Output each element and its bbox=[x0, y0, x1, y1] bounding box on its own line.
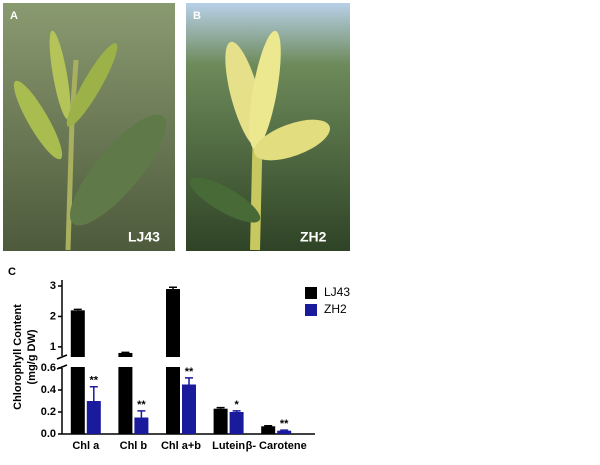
annotation: ** bbox=[185, 366, 194, 378]
y-axis-label: Chlorophyll Content bbox=[12, 304, 24, 410]
bar bbox=[261, 426, 276, 434]
error-bar bbox=[89, 385, 98, 401]
y-tick-label: 1 bbox=[50, 341, 56, 353]
bar bbox=[70, 310, 85, 434]
annotation: ** bbox=[137, 399, 146, 411]
error-bar bbox=[185, 377, 193, 385]
panel-label: A bbox=[10, 10, 18, 22]
x-tick-label: Chl a bbox=[72, 440, 100, 452]
x-tick-label: Chl b bbox=[120, 440, 148, 452]
panel-label: C bbox=[8, 266, 16, 278]
error-bar bbox=[169, 286, 177, 290]
break-mark bbox=[56, 364, 68, 370]
bar bbox=[118, 352, 133, 434]
error-bar bbox=[137, 410, 146, 418]
x-tick-label: Chl a+b bbox=[161, 440, 201, 452]
photo-b bbox=[186, 3, 350, 251]
error-bar bbox=[280, 429, 289, 431]
bar bbox=[213, 408, 228, 434]
bar bbox=[134, 417, 149, 434]
photo-a bbox=[3, 3, 175, 251]
y-tick-label: 2 bbox=[50, 310, 56, 322]
bar bbox=[229, 412, 244, 434]
break-mark bbox=[56, 354, 68, 360]
axis-break bbox=[56, 357, 314, 367]
y-tick-label: 0.4 bbox=[41, 384, 57, 396]
photo-caption: LJ43 bbox=[128, 229, 160, 245]
annotation: ** bbox=[90, 375, 99, 387]
legend-swatch bbox=[305, 287, 317, 299]
y-tick-label: 3 bbox=[50, 280, 56, 292]
error-bar bbox=[216, 406, 225, 409]
error-bar bbox=[232, 410, 241, 412]
error-bar bbox=[73, 308, 82, 311]
legend-label: ZH2 bbox=[324, 302, 347, 316]
error-bar bbox=[264, 425, 273, 427]
bar bbox=[86, 401, 101, 434]
error-bar bbox=[121, 351, 130, 354]
legend-label: LJ43 bbox=[324, 285, 350, 299]
y-axis-label: (mg/g DW) bbox=[26, 329, 38, 384]
y-tick-label: 0.0 bbox=[41, 428, 56, 440]
y-tick-label: 0.2 bbox=[41, 406, 56, 418]
bar bbox=[182, 384, 196, 434]
annotation: ** bbox=[280, 418, 289, 430]
annotation: * bbox=[234, 399, 239, 411]
legend-swatch bbox=[305, 304, 317, 316]
bar bbox=[277, 430, 292, 434]
photo-caption: ZH2 bbox=[300, 229, 327, 245]
x-tick-label: β- Carotene bbox=[246, 440, 307, 452]
x-tick-label: Lutein bbox=[212, 440, 245, 452]
panel-label: B bbox=[193, 10, 201, 22]
y-tick-label: 0.6 bbox=[41, 362, 56, 374]
